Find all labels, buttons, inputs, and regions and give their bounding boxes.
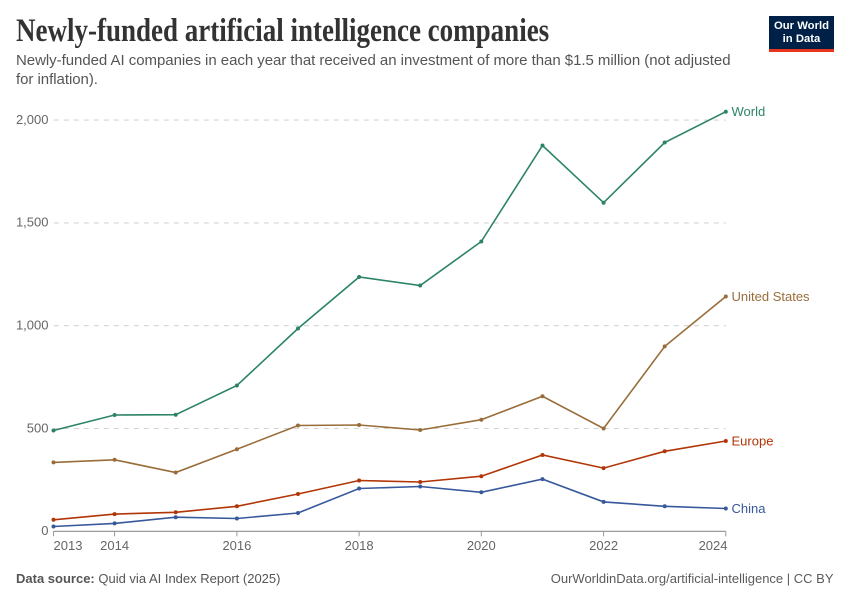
svg-text:2020: 2020: [467, 538, 496, 553]
svg-text:2018: 2018: [345, 538, 374, 553]
svg-text:1,500: 1,500: [16, 215, 49, 230]
svg-text:World: World: [732, 104, 766, 119]
svg-text:2,000: 2,000: [16, 112, 49, 127]
svg-text:China: China: [732, 501, 767, 516]
svg-text:1,000: 1,000: [16, 318, 49, 333]
svg-text:Europe: Europe: [732, 434, 774, 449]
svg-text:500: 500: [27, 420, 49, 435]
svg-text:2016: 2016: [222, 538, 251, 553]
svg-text:0: 0: [41, 523, 48, 538]
svg-text:2022: 2022: [589, 538, 618, 553]
svg-text:2013: 2013: [54, 538, 83, 553]
svg-text:United States: United States: [732, 289, 811, 304]
svg-text:2014: 2014: [100, 538, 129, 553]
svg-text:2024: 2024: [699, 538, 728, 553]
